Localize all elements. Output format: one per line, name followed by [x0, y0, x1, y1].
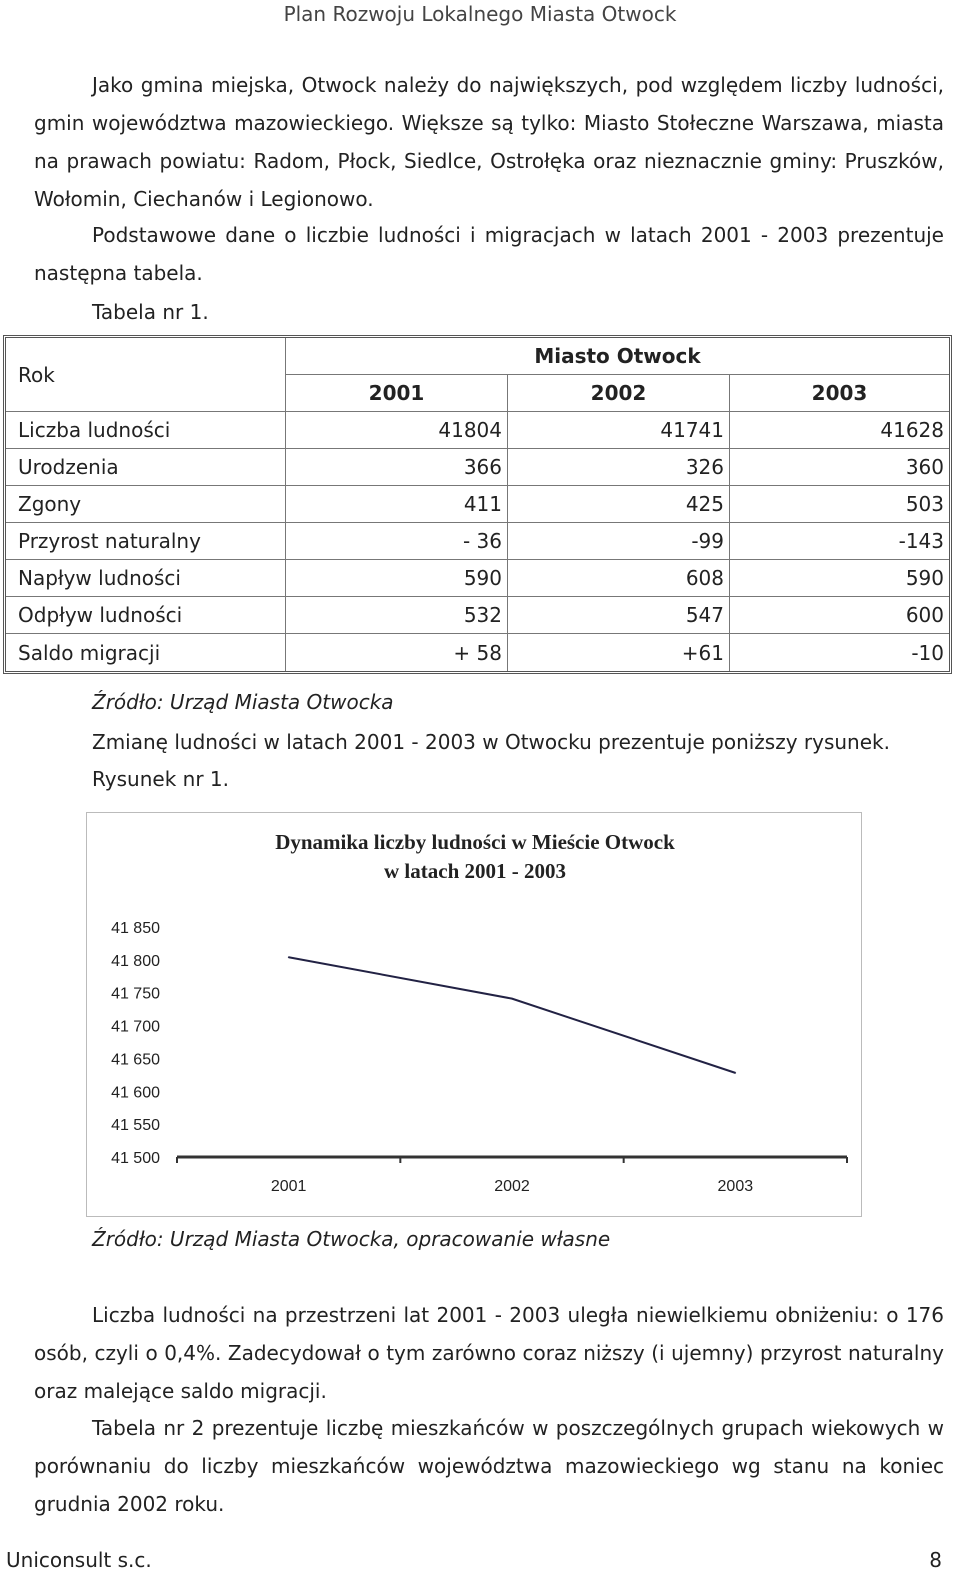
x-tick-label: 2003 [718, 1178, 754, 1195]
cell-value: 600 [730, 597, 949, 634]
cell-value: +61 [508, 634, 730, 671]
y-tick-label: 41 700 [111, 1019, 160, 1036]
row-label: Przyrost naturalny [6, 523, 286, 560]
row-label: Napływ ludności [6, 560, 286, 597]
cell-value: - 36 [286, 523, 508, 560]
x-tick-label: 2001 [271, 1178, 307, 1195]
row-label: Saldo migracji [6, 634, 286, 671]
cell-value: 41741 [508, 412, 730, 449]
footer-company: Uniconsult s.c. [6, 1548, 152, 1572]
intro-paragraph-2: Podstawowe dane o liczbie ludności i mig… [34, 216, 944, 292]
y-tick-label: 41 800 [111, 953, 160, 970]
figure-intro: Zmianę ludności w latach 2001 - 2003 w O… [92, 730, 890, 754]
table-source: Źródło: Urząd Miasta Otwocka [92, 690, 394, 714]
row-label: Liczba ludności [6, 412, 286, 449]
figure-source: Źródło: Urząd Miasta Otwocka, opracowani… [92, 1227, 611, 1251]
data-point [511, 997, 513, 1000]
series-line [288, 956, 736, 1074]
population-chart: Dynamika liczby ludności w Mieście Otwoc… [86, 812, 862, 1217]
table-row: Liczba ludności 41804 41741 41628 [6, 412, 949, 449]
chart-canvas: Dynamika liczby ludności w Mieście Otwoc… [111, 830, 848, 1195]
conclusion-paragraph-2: Tabela nr 2 prezentuje liczbę mieszkańcó… [34, 1409, 944, 1523]
cell-value: 503 [730, 486, 949, 523]
table-row: Napływ ludności 590 608 590 [6, 560, 949, 597]
cell-value: 425 [508, 486, 730, 523]
data-point [734, 1072, 737, 1074]
y-tick-label: 41 850 [111, 920, 160, 937]
cell-value: + 58 [286, 634, 508, 671]
conclusion-paragraph-1-text: Liczba ludności na przestrzeni lat 2001 … [34, 1303, 944, 1403]
chart-title-line: w latach 2001 - 2003 [384, 859, 566, 883]
table-row: Urodzenia 366 326 360 [6, 449, 949, 486]
table-year-header: 2003 [730, 375, 949, 412]
table-group-header: Miasto Otwock [286, 338, 949, 375]
population-table: Rok Miasto Otwock 2001 2002 2003 Liczba … [3, 335, 952, 674]
intro-paragraph-2-text: Podstawowe dane o liczbie ludności i mig… [34, 223, 944, 285]
y-tick-label: 41 750 [111, 986, 160, 1003]
cell-value: 590 [286, 560, 508, 597]
table-row: Przyrost naturalny - 36 -99 -143 [6, 523, 949, 560]
cell-value: 532 [286, 597, 508, 634]
x-tick-label: 2002 [494, 1178, 530, 1195]
intro-paragraph-1-text: Jako gmina miejska, Otwock należy do naj… [34, 73, 944, 211]
table-row: Saldo migracji + 58 +61 -10 [6, 634, 949, 671]
row-label: Zgony [6, 486, 286, 523]
intro-paragraph-1: Jako gmina miejska, Otwock należy do naj… [34, 66, 944, 218]
row-label: Odpływ ludności [6, 597, 286, 634]
cell-value: -99 [508, 523, 730, 560]
cell-value: 41628 [730, 412, 949, 449]
row-label: Urodzenia [6, 449, 286, 486]
table-caption: Tabela nr 1. [92, 300, 209, 324]
conclusion-paragraph-1: Liczba ludności na przestrzeni lat 2001 … [34, 1296, 944, 1410]
chart-title-line: Dynamika liczby ludności w Mieście Otwoc… [275, 830, 675, 854]
conclusion-paragraph-2-text: Tabela nr 2 prezentuje liczbę mieszkańcó… [34, 1416, 944, 1516]
y-tick-label: 41 500 [111, 1150, 160, 1167]
cell-value: 547 [508, 597, 730, 634]
page-header-title: Plan Rozwoju Lokalnego Miasta Otwock [283, 2, 677, 26]
table-years-row: 2001 2002 2003 [6, 375, 949, 412]
cell-value: 590 [730, 560, 949, 597]
cell-value: 41804 [286, 412, 508, 449]
figure-caption: Rysunek nr 1. [92, 767, 229, 791]
data-point [287, 956, 290, 959]
cell-value: 360 [730, 449, 949, 486]
footer-page-number: 8 [929, 1548, 942, 1572]
cell-value: -10 [911, 640, 944, 665]
y-tick-label: 41 650 [111, 1051, 160, 1068]
table-year-header: 2001 [286, 375, 508, 412]
table-row: Zgony 411 425 503 [6, 486, 949, 523]
cell-value: 366 [286, 449, 508, 486]
table-year-header: 2002 [508, 375, 730, 412]
y-tick-label: 41 550 [111, 1117, 160, 1134]
table-corner-label: Rok [6, 338, 286, 412]
cell-value: 411 [286, 486, 508, 523]
y-tick-label: 41 600 [111, 1084, 160, 1101]
table-header-row: Rok Miasto Otwock [6, 338, 949, 412]
cell-value: -143 [730, 523, 949, 560]
cell-value: 608 [508, 560, 730, 597]
cell-value: 326 [508, 449, 730, 486]
table-row: Odpływ ludności 532 547 600 [6, 597, 949, 634]
